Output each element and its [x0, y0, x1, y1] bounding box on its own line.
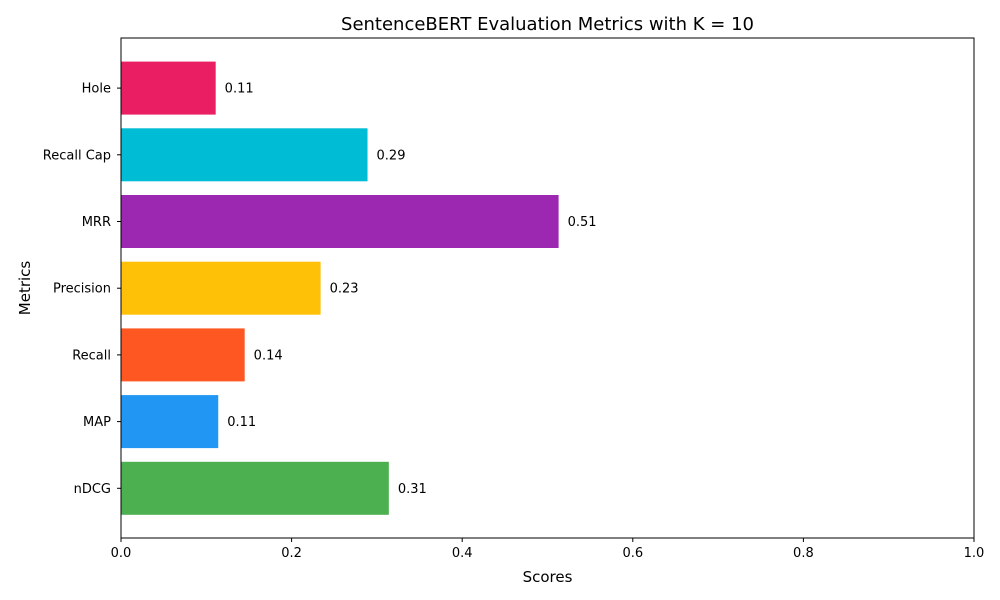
data-label: 0.11 — [225, 82, 254, 97]
x-axis-label: Scores — [523, 568, 573, 586]
bar-mrr — [121, 195, 559, 248]
y-axis-label: Metrics — [16, 261, 34, 316]
y-tick-label: Recall Cap — [43, 148, 111, 163]
y-tick-label: MRR — [82, 215, 111, 230]
y-tick-label: nDCG — [74, 482, 111, 497]
data-label: 0.51 — [568, 215, 597, 230]
chart-title: SentenceBERT Evaluation Metrics with K =… — [341, 14, 754, 35]
x-ticks: 0.0 0.2 0.4 0.6 0.8 1.0 — [111, 538, 985, 561]
y-tick-label: Recall — [72, 348, 111, 363]
data-label: 0.14 — [254, 348, 283, 363]
plot-frame — [120, 37, 975, 539]
data-label: 0.23 — [330, 282, 359, 297]
bars-group: 0.31 0.11 0.14 0.23 0.51 0.29 0.11 — [121, 61, 597, 515]
data-label: 0.11 — [227, 415, 256, 430]
y-tick-label: MAP — [83, 415, 111, 430]
bar-recall-cap — [121, 128, 368, 182]
x-tick-label: 0.8 — [793, 546, 814, 561]
bar-map — [121, 395, 219, 449]
data-label: 0.31 — [398, 482, 427, 497]
bar-ndcg — [121, 461, 389, 515]
bar-hole — [121, 61, 216, 115]
y-tick-label: Hole — [82, 82, 111, 97]
x-tick-label: 0.4 — [452, 546, 473, 561]
y-tick-labels: nDCG MAP Recall Precision MRR Recall Cap Hole — [43, 82, 121, 497]
x-tick-label: 1.0 — [964, 546, 985, 561]
bar-precision — [121, 261, 321, 315]
data-label: 0.29 — [377, 148, 406, 163]
x-tick-label: 0.6 — [622, 546, 643, 561]
x-tick-label: 0.2 — [281, 546, 302, 561]
x-tick-label: 0.0 — [111, 546, 132, 561]
bar-recall — [121, 328, 245, 382]
y-tick-label: Precision — [53, 282, 111, 297]
